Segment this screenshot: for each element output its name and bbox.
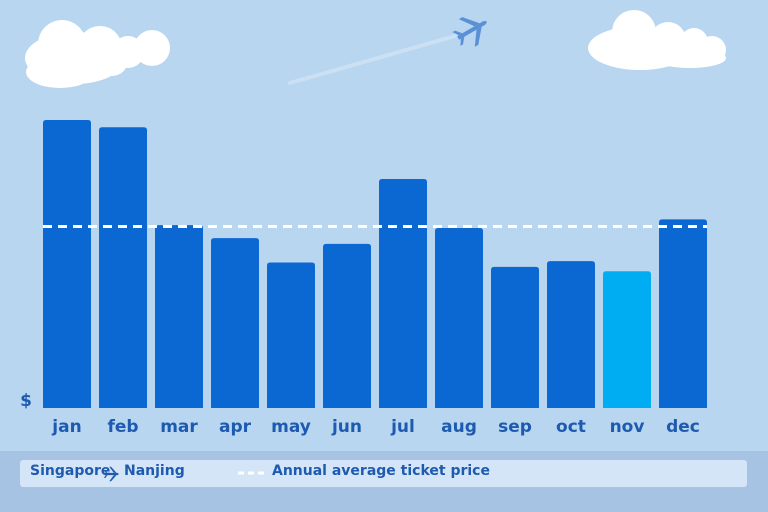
chart-svg: $ jan feb mar apr may jun jul aug sep oct nov dec <box>20 10 726 437</box>
airplane-icon <box>452 17 487 47</box>
bar-apr <box>211 238 259 408</box>
bar-may <box>267 262 315 408</box>
bar-jan <box>43 120 91 408</box>
legend-origin: Singapore <box>30 463 111 479</box>
bar-sep <box>491 266 539 408</box>
legend-box <box>20 460 747 487</box>
month-label-feb: feb <box>107 417 138 437</box>
month-label-jan: jan <box>51 417 81 437</box>
legend-average-label: Annual average ticket price <box>272 463 490 479</box>
bar-feb <box>99 127 147 408</box>
bar-jun <box>323 243 371 408</box>
month-label-nov: nov <box>610 417 645 437</box>
cloud-right <box>588 10 726 70</box>
month-label-jun: jun <box>331 417 362 437</box>
legend-destination: Nanjing <box>124 463 185 479</box>
y-axis-symbol: $ <box>20 391 32 411</box>
month-label-jul: jul <box>390 417 415 437</box>
month-label-sep: sep <box>498 417 532 437</box>
bar-dec <box>659 219 707 408</box>
month-label-aug: aug <box>441 417 477 437</box>
airplane-contrail <box>288 34 457 85</box>
airplane-icon <box>103 466 119 482</box>
bar-jul <box>379 179 427 408</box>
month-labels-group: jan feb mar apr may jun jul aug sep oct nov dec <box>51 417 700 437</box>
cloud-left <box>25 20 170 88</box>
month-label-mar: mar <box>160 417 198 437</box>
bar-mar <box>155 225 203 408</box>
bar-oct <box>547 261 595 408</box>
month-label-oct: oct <box>556 417 586 437</box>
bar-aug <box>435 228 483 408</box>
dashed-line-swatch <box>238 471 268 475</box>
bar-nov <box>603 271 651 408</box>
month-label-may: may <box>271 417 311 437</box>
month-label-apr: apr <box>219 417 252 437</box>
bars-group <box>43 120 707 408</box>
month-label-dec: dec <box>666 417 700 437</box>
